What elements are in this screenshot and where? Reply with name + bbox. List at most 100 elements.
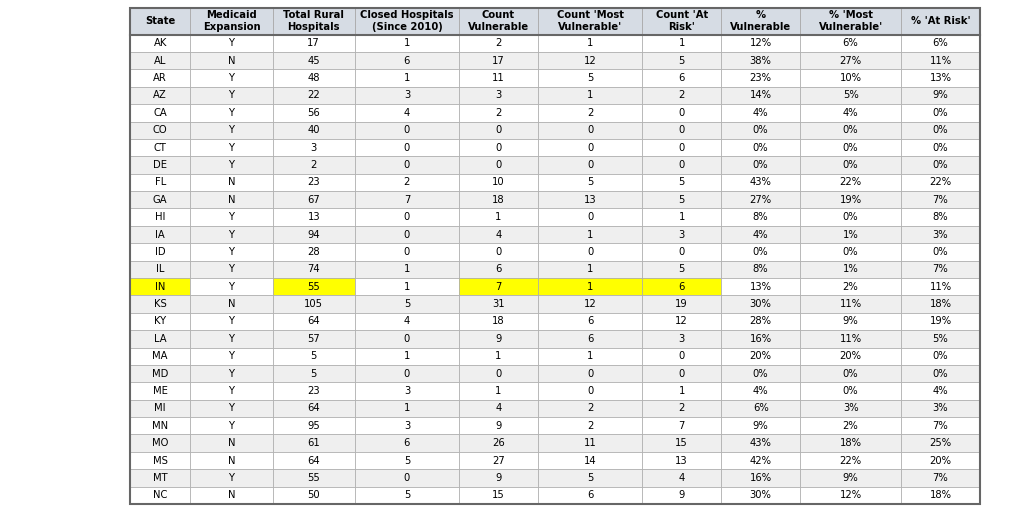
Bar <box>191 191 272 208</box>
Bar <box>272 191 355 208</box>
Text: 94: 94 <box>307 229 320 240</box>
Bar <box>720 435 799 452</box>
Bar <box>537 435 642 452</box>
Bar <box>642 191 720 208</box>
Bar <box>720 139 799 156</box>
Text: 27: 27 <box>491 456 504 465</box>
Text: 8%: 8% <box>752 212 767 222</box>
Bar <box>191 348 272 365</box>
Bar <box>272 330 355 348</box>
Text: MA: MA <box>152 351 168 361</box>
Bar <box>799 104 900 121</box>
Bar <box>642 313 720 330</box>
Text: 5: 5 <box>678 195 684 205</box>
Bar <box>642 382 720 400</box>
Text: 0: 0 <box>404 473 410 483</box>
Bar <box>799 156 900 174</box>
Bar <box>355 121 459 139</box>
Text: 4: 4 <box>404 316 410 327</box>
Bar <box>191 139 272 156</box>
Text: Y: Y <box>228 386 234 396</box>
Text: 0%: 0% <box>752 369 767 378</box>
Bar <box>459 365 537 382</box>
Text: 12: 12 <box>675 316 688 327</box>
Text: 45: 45 <box>307 56 320 66</box>
Text: 42%: 42% <box>749 456 771 465</box>
Bar <box>191 261 272 278</box>
Text: 1: 1 <box>404 282 410 292</box>
Bar <box>537 121 642 139</box>
Bar <box>900 365 979 382</box>
Bar <box>272 104 355 121</box>
Bar <box>129 365 191 382</box>
Bar <box>459 469 537 486</box>
Text: Medicaid
Expansion: Medicaid Expansion <box>203 10 260 32</box>
Text: 13: 13 <box>583 195 596 205</box>
Text: N: N <box>227 195 235 205</box>
Bar <box>129 486 191 504</box>
Bar <box>799 261 900 278</box>
Text: 0%: 0% <box>931 247 948 257</box>
Text: 11%: 11% <box>928 56 951 66</box>
Text: 0: 0 <box>678 160 684 170</box>
Bar <box>720 365 799 382</box>
Text: 0: 0 <box>495 160 501 170</box>
Text: % 'Most
Vulnerable': % 'Most Vulnerable' <box>817 10 881 32</box>
Text: 12%: 12% <box>839 490 861 500</box>
Bar <box>720 469 799 486</box>
Text: 4%: 4% <box>842 108 858 118</box>
Bar <box>642 156 720 174</box>
Text: IL: IL <box>156 264 164 274</box>
Text: MN: MN <box>152 421 168 431</box>
Text: 7%: 7% <box>931 473 948 483</box>
Bar <box>459 87 537 104</box>
Bar <box>642 121 720 139</box>
Bar <box>799 174 900 191</box>
Text: 17: 17 <box>307 38 320 48</box>
Text: 13: 13 <box>307 212 320 222</box>
Bar <box>900 243 979 261</box>
Bar <box>799 469 900 486</box>
Bar <box>459 52 537 69</box>
Text: 2: 2 <box>586 421 593 431</box>
Bar <box>191 87 272 104</box>
Bar <box>272 156 355 174</box>
Text: 26: 26 <box>491 438 504 448</box>
Text: CT: CT <box>154 142 166 153</box>
Bar <box>720 8 799 35</box>
Bar <box>191 400 272 417</box>
Bar <box>642 469 720 486</box>
Bar <box>799 330 900 348</box>
Text: DE: DE <box>153 160 167 170</box>
Bar <box>642 208 720 226</box>
Bar <box>191 208 272 226</box>
Bar <box>642 435 720 452</box>
Text: 64: 64 <box>307 456 320 465</box>
Text: 64: 64 <box>307 316 320 327</box>
Text: 38%: 38% <box>749 56 770 66</box>
Text: 0: 0 <box>495 247 501 257</box>
Bar <box>900 382 979 400</box>
Text: Y: Y <box>228 160 234 170</box>
Bar <box>642 452 720 469</box>
Bar <box>537 400 642 417</box>
Text: 0%: 0% <box>931 369 948 378</box>
Bar <box>272 348 355 365</box>
Bar <box>720 156 799 174</box>
Bar <box>355 35 459 52</box>
Bar <box>191 8 272 35</box>
Bar <box>900 8 979 35</box>
Bar <box>720 278 799 295</box>
Text: Y: Y <box>228 403 234 413</box>
Bar <box>537 191 642 208</box>
Text: 5: 5 <box>586 473 593 483</box>
Text: 16%: 16% <box>749 334 771 344</box>
Text: Y: Y <box>228 473 234 483</box>
Text: 18%: 18% <box>839 438 861 448</box>
Text: 4%: 4% <box>752 386 767 396</box>
Bar <box>537 469 642 486</box>
Text: Y: Y <box>228 369 234 378</box>
Bar <box>129 69 191 87</box>
Text: 9: 9 <box>495 473 501 483</box>
Bar <box>537 295 642 313</box>
